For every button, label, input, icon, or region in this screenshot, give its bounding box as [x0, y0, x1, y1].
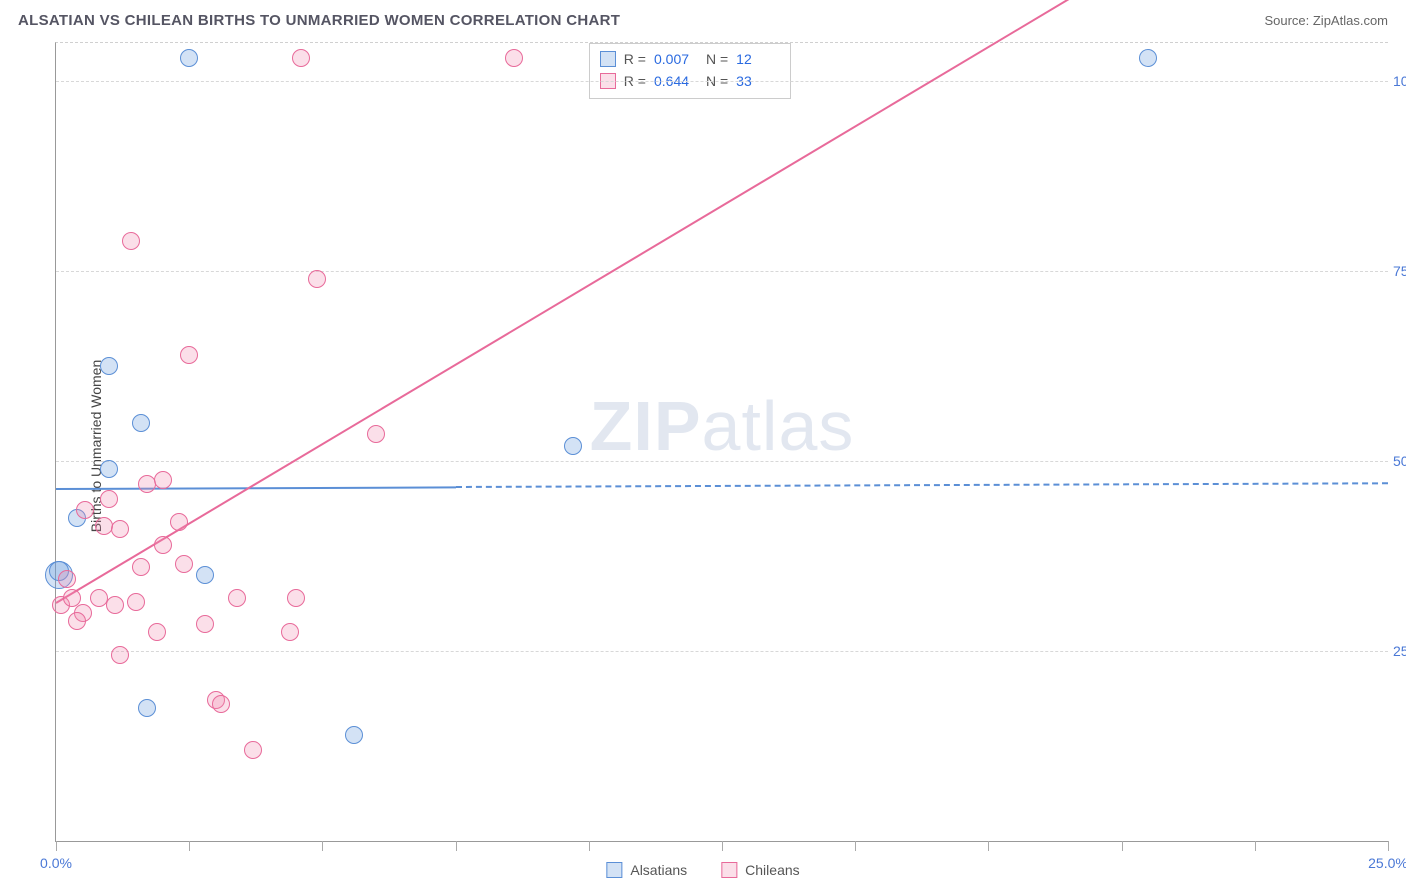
- source-label: Source: ZipAtlas.com: [1264, 13, 1388, 28]
- x-tick: [855, 841, 856, 851]
- data-point: [68, 612, 86, 630]
- chart-header: ALSATIAN VS CHILEAN BIRTHS TO UNMARRIED …: [0, 0, 1406, 40]
- data-point: [292, 49, 310, 67]
- n-label: N =: [706, 48, 728, 70]
- r-label: R =: [624, 48, 646, 70]
- data-point: [111, 646, 129, 664]
- correlation-legend: R =0.007N =12R =0.644N =33: [589, 43, 791, 99]
- legend-row: R = 0.007 N = 12: [600, 48, 780, 70]
- x-tick: [1255, 841, 1256, 851]
- data-point: [505, 49, 523, 67]
- x-tick: [322, 841, 323, 851]
- legend-label: Alsatians: [630, 862, 687, 878]
- x-tick: [988, 841, 989, 851]
- data-point: [1139, 49, 1157, 67]
- data-point: [244, 741, 262, 759]
- watermark-bold: ZIP: [590, 387, 702, 465]
- gridline-h: [56, 271, 1388, 272]
- data-point: [228, 589, 246, 607]
- data-point: [58, 570, 76, 588]
- watermark-rest: atlas: [702, 387, 855, 465]
- data-point: [76, 501, 94, 519]
- x-tick: [1122, 841, 1123, 851]
- data-point: [180, 346, 198, 364]
- legend-label: Chileans: [745, 862, 799, 878]
- data-point: [100, 357, 118, 375]
- data-point: [281, 623, 299, 641]
- data-point: [138, 699, 156, 717]
- x-tick: [1388, 841, 1389, 851]
- data-point: [148, 623, 166, 641]
- x-tick: [56, 841, 57, 851]
- trend-line: [56, 486, 456, 490]
- x-tick: [589, 841, 590, 851]
- data-point: [196, 566, 214, 584]
- data-point: [154, 536, 172, 554]
- y-tick-label: 25.0%: [1393, 643, 1406, 659]
- data-point: [287, 589, 305, 607]
- data-point: [127, 593, 145, 611]
- data-point: [132, 414, 150, 432]
- y-tick-label: 100.0%: [1393, 73, 1406, 89]
- legend-item: Chileans: [721, 862, 799, 878]
- watermark: ZIPatlas: [590, 386, 855, 466]
- data-point: [132, 558, 150, 576]
- data-point: [175, 555, 193, 573]
- n-value: 12: [736, 48, 780, 70]
- gridline-h: [56, 461, 1388, 462]
- data-point: [212, 695, 230, 713]
- chart-title: ALSATIAN VS CHILEAN BIRTHS TO UNMARRIED …: [18, 12, 620, 29]
- y-tick-label: 75.0%: [1393, 263, 1406, 279]
- data-point: [345, 726, 363, 744]
- data-point: [196, 615, 214, 633]
- x-tick-label: 0.0%: [40, 855, 72, 871]
- y-tick-label: 50.0%: [1393, 453, 1406, 469]
- legend-item: Alsatians: [606, 862, 687, 878]
- series-legend: Alsatians Chileans: [606, 862, 799, 878]
- data-point: [106, 596, 124, 614]
- gridline-h: [56, 651, 1388, 652]
- data-point: [95, 517, 113, 535]
- trend-line: [456, 482, 1388, 488]
- legend-swatch: [600, 51, 616, 67]
- data-point: [154, 471, 172, 489]
- data-point: [170, 513, 188, 531]
- x-tick: [456, 841, 457, 851]
- data-point: [100, 460, 118, 478]
- data-point: [111, 520, 129, 538]
- legend-swatch: [721, 862, 737, 878]
- data-point: [122, 232, 140, 250]
- r-value: 0.007: [654, 48, 698, 70]
- gridline-h: [56, 81, 1388, 82]
- data-point: [308, 270, 326, 288]
- data-point: [180, 49, 198, 67]
- plot-area: ZIPatlas R =0.007N =12R =0.644N =33 25.0…: [55, 42, 1388, 842]
- x-tick: [189, 841, 190, 851]
- legend-swatch: [606, 862, 622, 878]
- x-tick-label: 25.0%: [1368, 855, 1406, 871]
- x-tick: [722, 841, 723, 851]
- data-point: [564, 437, 582, 455]
- data-point: [100, 490, 118, 508]
- data-point: [367, 425, 385, 443]
